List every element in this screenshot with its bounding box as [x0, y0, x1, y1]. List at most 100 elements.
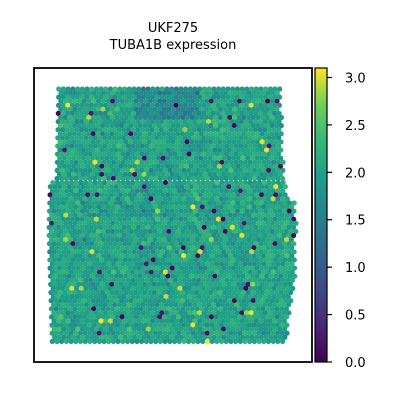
expression-spot: [85, 184, 91, 190]
expression-spot: [204, 98, 210, 104]
expression-spot: [144, 269, 150, 275]
expression-spot: [210, 277, 216, 283]
expression-spot: [239, 224, 245, 230]
expression-spot: [269, 228, 275, 235]
expression-spot: [63, 220, 69, 226]
expression-spot: [173, 102, 179, 108]
expression-spot: [175, 220, 182, 226]
expression-spot: [174, 281, 181, 287]
expression-spot: [201, 127, 207, 133]
expression-spot: [188, 171, 194, 178]
expression-spot: [219, 151, 225, 157]
expression-spot: [133, 123, 139, 129]
expression-spot: [235, 192, 241, 198]
expression-spot: [248, 94, 254, 100]
expression-spot: [69, 180, 75, 186]
expression-spot: [108, 184, 114, 190]
expression-spot: [108, 200, 114, 206]
expression-spot: [99, 184, 105, 190]
expression-spot: [77, 98, 83, 104]
expression-spot: [84, 326, 90, 332]
expression-spot: [242, 196, 248, 202]
expression-spot: [280, 167, 286, 173]
expression-spot: [91, 220, 97, 226]
expression-spot: [196, 310, 203, 316]
expression-spot: [71, 289, 77, 296]
expression-spot: [51, 310, 57, 316]
expression-spot: [204, 338, 210, 344]
expression-spot: [47, 265, 53, 271]
expression-spot: [116, 285, 122, 291]
expression-spot: [94, 326, 100, 332]
expression-spot: [274, 228, 280, 235]
expression-spot: [128, 314, 135, 320]
expression-spot: [253, 110, 259, 116]
expression-spot: [144, 159, 150, 165]
expression-spot: [89, 265, 95, 271]
expression-spot: [181, 188, 187, 194]
expression-spot: [255, 220, 261, 226]
expression-spot: [173, 232, 179, 239]
expression-spot: [83, 127, 89, 133]
expression-spot: [192, 232, 198, 239]
expression-spot: [149, 285, 155, 291]
colorbar-tick-label: 0.5: [345, 309, 366, 324]
expression-spot: [148, 167, 154, 173]
expression-spot: [155, 155, 162, 161]
expression-spot: [122, 184, 129, 190]
expression-spot: [84, 318, 90, 324]
expression-spot: [88, 302, 94, 308]
expression-spot: [121, 110, 127, 116]
expression-spot: [212, 171, 218, 178]
expression-spot: [260, 237, 266, 243]
expression-spot: [221, 334, 227, 340]
expression-spot: [207, 139, 214, 145]
expression-spot: [72, 220, 78, 226]
expression-spot: [175, 314, 182, 320]
expression-spot: [141, 257, 147, 263]
expression-spot: [197, 265, 204, 271]
expression-spot: [95, 131, 101, 137]
expression-spot: [288, 212, 295, 218]
expression-spot: [225, 318, 231, 324]
expression-spot: [213, 204, 220, 210]
expression-spot: [79, 208, 86, 214]
expression-spot: [97, 143, 103, 149]
expression-spot: [182, 135, 188, 141]
expression-spot: [184, 298, 190, 304]
expression-spot: [261, 188, 267, 194]
expression-spot: [231, 298, 237, 304]
expression-spot: [96, 90, 102, 96]
expression-spot: [83, 135, 89, 141]
expression-spot: [95, 123, 101, 129]
expression-spot: [72, 298, 78, 304]
expression-spot: [113, 139, 120, 145]
expression-spot: [210, 127, 216, 133]
expression-spot: [124, 90, 130, 96]
expression-spot: [113, 163, 119, 169]
expression-spot: [183, 326, 189, 332]
expression-spot: [220, 232, 226, 239]
expression-spot: [236, 123, 242, 129]
expression-spot: [262, 110, 268, 116]
expression-spot: [107, 241, 114, 247]
expression-spot: [171, 204, 177, 210]
expression-spot: [91, 330, 97, 336]
expression-spot: [230, 318, 236, 324]
expression-spot: [153, 143, 159, 149]
expression-spot: [53, 212, 60, 218]
expression-spot: [170, 114, 176, 121]
expression-spot: [228, 338, 234, 344]
expression-spot: [217, 114, 223, 121]
expression-spot: [82, 253, 88, 259]
expression-spot: [66, 147, 72, 153]
expression-spot: [276, 310, 282, 316]
expression-spot: [107, 119, 113, 125]
expression-spot: [198, 289, 204, 296]
expression-spot: [76, 114, 82, 121]
expression-spot: [270, 90, 276, 96]
expression-spot: [103, 208, 109, 214]
expression-spot: [182, 310, 188, 316]
expression-spot: [58, 228, 64, 235]
expression-spot: [92, 135, 98, 141]
